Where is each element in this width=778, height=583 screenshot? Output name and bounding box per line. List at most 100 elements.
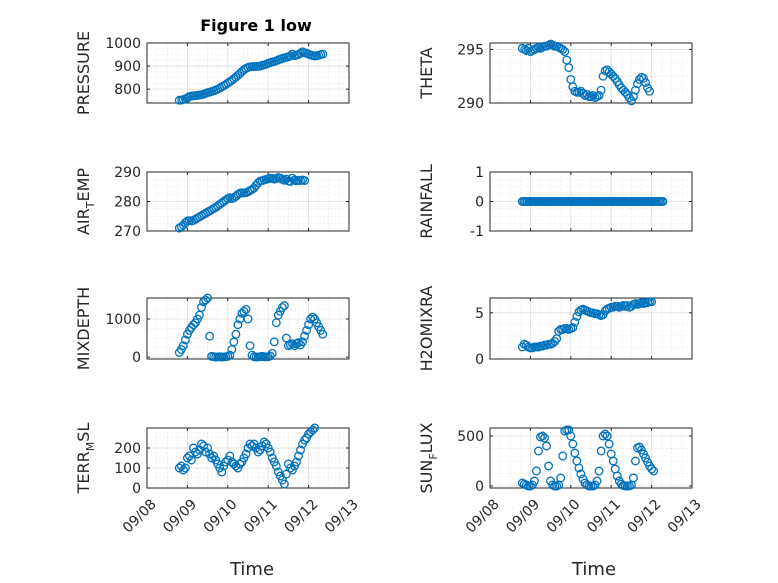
data-point — [556, 473, 566, 483]
data-point — [647, 297, 657, 307]
data-point — [576, 469, 586, 479]
y-tick-label: 295 — [457, 42, 484, 58]
x-axis-label-left: Time — [229, 559, 274, 580]
data-point — [596, 85, 606, 95]
data-point — [203, 443, 213, 453]
x-tick-label: 09/11 — [241, 496, 281, 536]
y-tick-label: 100 — [114, 461, 141, 477]
data-point — [308, 425, 318, 435]
data-point — [639, 73, 648, 83]
data-point — [292, 457, 301, 467]
data-point — [594, 466, 604, 476]
x-tick-label: 09/12 — [282, 496, 322, 536]
data-point — [259, 437, 269, 447]
data-point — [647, 464, 657, 474]
subplot-h2omixra: 0 5 H2OMIXRA — [417, 286, 693, 372]
data-point — [197, 303, 206, 312]
y-tick-label: 280 — [114, 195, 141, 211]
data-point — [534, 446, 543, 456]
data-point — [558, 451, 568, 461]
data-point — [604, 439, 614, 449]
data-point — [265, 447, 275, 457]
data-point — [558, 44, 568, 54]
y-tick-label: 1000 — [105, 312, 141, 328]
data-point — [612, 471, 622, 481]
data-point — [279, 301, 289, 311]
x-tick-label: 09/13 — [665, 496, 705, 536]
data-point — [592, 476, 602, 486]
data-point — [221, 457, 231, 467]
data-point — [233, 320, 243, 330]
data-point — [271, 461, 281, 471]
y-tick-label: 0 — [132, 481, 141, 497]
y-tick-label: 290 — [114, 165, 141, 181]
data-point — [180, 335, 190, 345]
y-tick-label: 800 — [114, 82, 141, 98]
x-tick-label: 09/13 — [322, 496, 362, 536]
data-point — [300, 176, 310, 186]
data-point — [243, 314, 253, 324]
axes-box — [146, 171, 350, 232]
y-tick-label: 900 — [114, 59, 141, 75]
data-point — [205, 331, 215, 341]
data-point — [596, 446, 606, 456]
data-point — [294, 451, 303, 461]
data-point — [247, 350, 257, 360]
data-point — [600, 429, 610, 439]
data-point — [540, 433, 549, 443]
x-tick-label: 09/08 — [120, 496, 160, 536]
y-axis-label: MIXDEPTH — [74, 287, 93, 370]
x-tick-label: 09/10 — [544, 496, 584, 536]
data-point — [241, 449, 251, 459]
data-point — [241, 304, 251, 314]
data-point — [178, 465, 188, 475]
y-tick-label: -1 — [470, 224, 484, 240]
data-point — [641, 78, 650, 88]
x-tick-label: 09/10 — [201, 496, 241, 536]
data-point — [622, 300, 632, 310]
data-point — [217, 467, 227, 477]
x-tick-label: 09/08 — [463, 496, 503, 536]
data-point — [572, 312, 582, 321]
y-tick-label: 0 — [475, 479, 484, 495]
data-point — [245, 439, 255, 449]
data-point — [186, 455, 196, 465]
data-point — [645, 86, 655, 96]
data-point — [598, 71, 608, 81]
data-point — [189, 320, 198, 330]
data-point — [626, 96, 636, 106]
data-point — [564, 425, 574, 435]
x-tick-label: 09/09 — [503, 496, 543, 536]
data-point — [279, 175, 289, 185]
data-point — [269, 337, 279, 347]
data-point — [310, 423, 320, 433]
x-axis-label-right: Time — [571, 559, 616, 580]
data-point — [628, 473, 638, 483]
data-point — [298, 337, 307, 347]
data-point — [628, 92, 638, 102]
y-axis-label: PRESSURE — [74, 31, 93, 115]
data-point — [588, 91, 598, 100]
data-point — [304, 320, 314, 330]
data-point — [538, 431, 547, 441]
y-axis-label: TERRMSL — [74, 423, 97, 495]
data-point — [564, 63, 574, 73]
data-point — [560, 47, 570, 57]
y-tick-label: 0 — [132, 350, 141, 366]
subplot-pressure: 800 900 1000 PRESSURE — [74, 31, 350, 115]
data-point — [267, 348, 277, 358]
y-tick-label: 270 — [114, 224, 141, 240]
y-axis-label: RAINFALL — [417, 164, 436, 239]
data-point — [574, 463, 584, 473]
data-point — [235, 459, 245, 469]
subplot-air-temp: 270 280 290 AIRTEMP — [74, 165, 350, 240]
data-point — [180, 463, 190, 473]
data-point — [594, 91, 604, 100]
y-axis-label: H2OMIXRA — [417, 286, 436, 372]
data-point — [225, 350, 235, 360]
data-point — [225, 451, 235, 461]
data-point — [294, 338, 303, 348]
data-point — [203, 293, 213, 303]
subplot-sun-flux: 09/08 09/09 09/10 09/11 09/12 09/13 0 500 SUNFLU… — [417, 422, 705, 536]
